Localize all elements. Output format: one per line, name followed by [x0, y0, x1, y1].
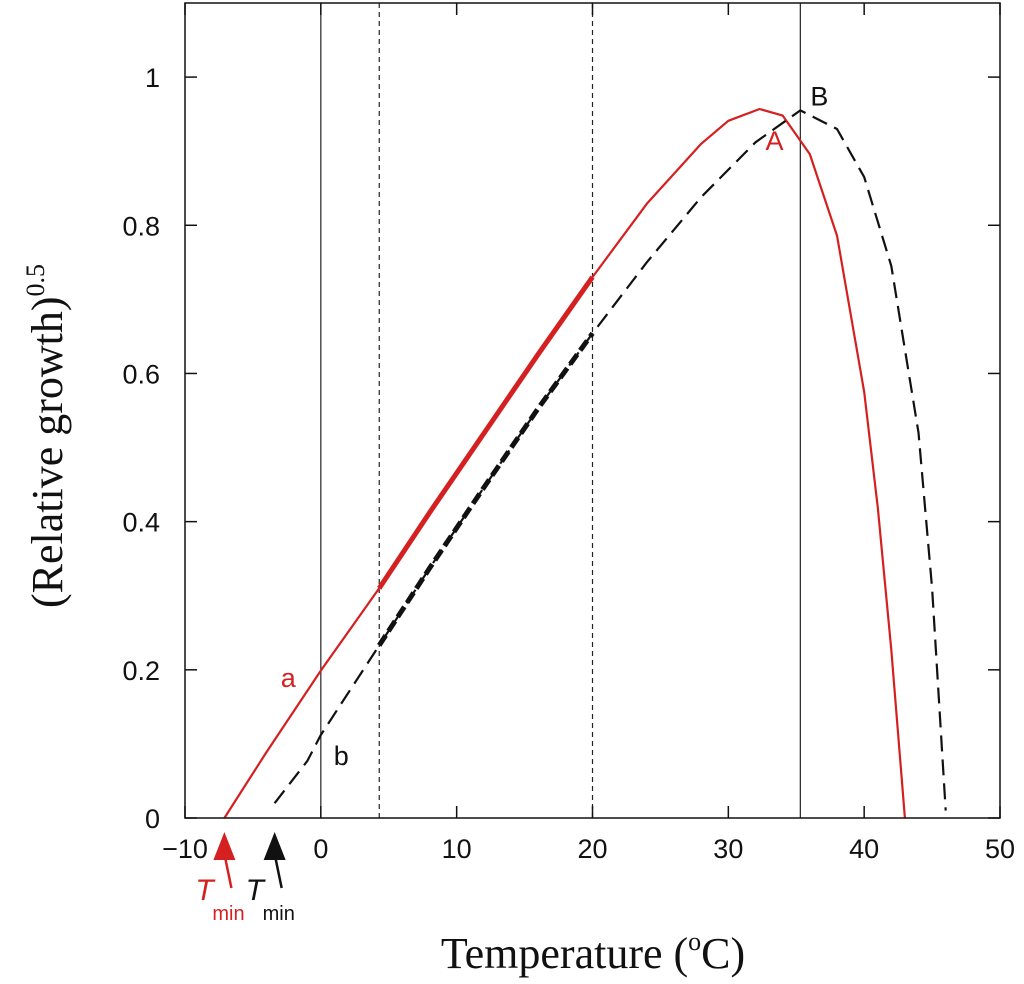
y-axis-title-main: (Relative growth) [23, 296, 72, 608]
series-emphasis-2 [377, 331, 595, 647]
tmin-arrow-icon [263, 832, 286, 860]
axis-ticks [184, 3, 1001, 819]
x-tick-label: 10 [442, 834, 472, 864]
y-tick-label: 0.8 [122, 211, 160, 241]
series-line-1 [223, 107, 906, 819]
series-layer [223, 107, 947, 819]
tmin-arrow-icon [213, 832, 236, 860]
x-tick-label: 0 [313, 834, 328, 864]
curve-label: b [334, 741, 349, 771]
x-axis-title-tail: C) [701, 929, 745, 978]
tmin-label: T [246, 874, 267, 907]
curve-label: B [810, 82, 828, 112]
tmin-subscript: min [212, 903, 244, 925]
curve-label: a [281, 663, 297, 693]
x-axis-title: Temperature (oC) [441, 927, 745, 978]
y-axis-title-sup: 0.5 [21, 264, 50, 297]
x-tick-label: 40 [849, 834, 879, 864]
series-line-2 [273, 109, 947, 811]
y-tick-label: 0.4 [122, 508, 160, 538]
x-tick-label: 20 [577, 834, 607, 864]
y-axis-title: (Relative growth)0.5 [21, 264, 72, 608]
reference-lines [320, 3, 801, 818]
x-tick-label: −10 [162, 834, 208, 864]
y-tick-label: 0 [145, 804, 160, 834]
tmin-arrow-shaft [223, 853, 233, 889]
y-tick-label: 0.2 [122, 656, 160, 686]
tmin-arrow-shaft [273, 853, 283, 889]
series-emphasis-1 [377, 275, 595, 590]
y-tick-label: 0.6 [122, 359, 160, 389]
x-tick-label: 50 [985, 834, 1015, 864]
y-tick-label: 1 [145, 63, 160, 93]
tmin-subscript: min [263, 903, 295, 925]
x-axis-title-main: Temperature ( [441, 929, 688, 978]
tmin-label: T [195, 874, 216, 907]
curve-label: A [766, 126, 784, 156]
curve-annotations: ABa b [281, 82, 829, 771]
x-axis-title-sup: o [688, 927, 701, 956]
x-tick-label: 30 [713, 834, 743, 864]
